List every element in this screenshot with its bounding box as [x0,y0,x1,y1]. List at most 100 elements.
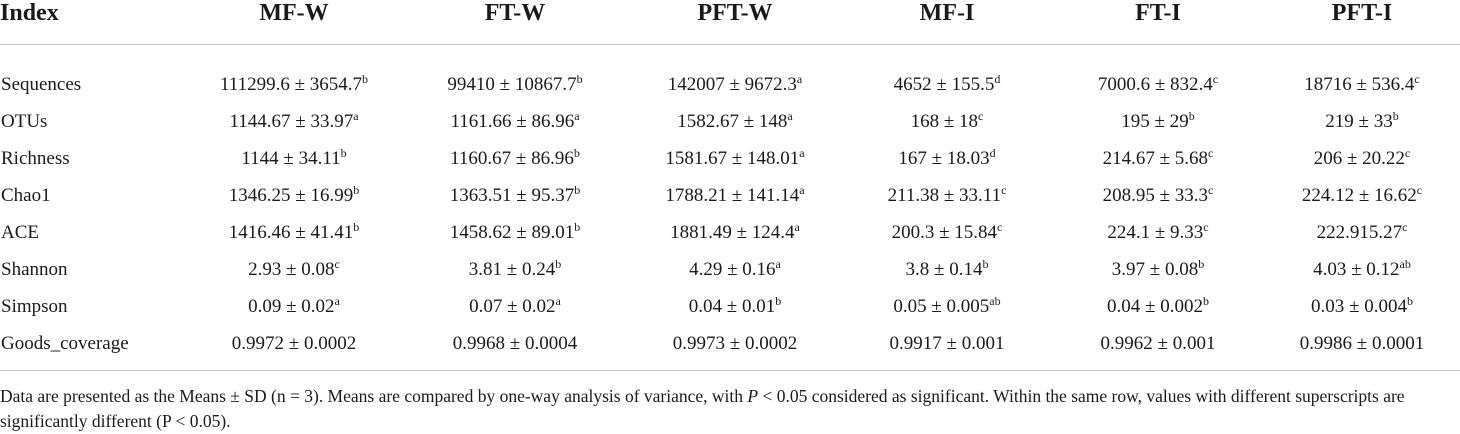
cell-ft-w: 3.81 ± 0.24b [402,251,628,288]
cell-value: 0.9972 ± 0.0002 [231,332,357,354]
cell-value: 0.9968 ± 0.0004 [452,332,578,354]
cell-mf-i: 168 ± 18c [842,103,1052,140]
cell-value: 208.95 ± 33.3 [1102,184,1209,206]
significance-superscript: c [1001,182,1007,197]
significance-superscript: b [1188,108,1195,123]
significance-superscript: b [576,71,583,86]
diversity-index-table: Index MF-W FT-W PFT-W MF-I FT-I PFT-I Se… [0,0,1460,371]
cell-value: 0.9986 ± 0.0001 [1299,332,1425,354]
header-mf-i: MF-I [919,0,975,26]
cell-value: 1144 ± 34.11 [241,147,341,169]
cell-mf-w: 1416.46 ± 41.41b [186,214,402,251]
header-mf-w: MF-W [259,0,329,26]
table-row: Goods_coverage 0.9972 ± 0.0002 0.9968 ± 0.… [0,325,1460,371]
significance-superscript: b [353,182,360,197]
cell-value: 222.915.27 [1316,221,1403,243]
cell-value: 142007 ± 9672.3 [667,73,797,95]
cell-value: 224.12 ± 16.62 [1301,184,1417,206]
cell-value: 1881.49 ± 124.4 [670,221,795,243]
significance-superscript: c [1402,219,1408,234]
cell-value: 1346.25 ± 16.99 [228,184,354,206]
cell-ft-i: 7000.6 ± 832.4c [1052,45,1264,104]
cell-mf-i: 0.9917 ± 0.001 [842,325,1052,371]
cell-ft-w: 0.9968 ± 0.0004 [402,325,628,371]
significance-superscript: ab [989,293,1001,308]
significance-superscript: b [362,71,369,86]
cell-pft-i: 224.12 ± 16.62c [1264,177,1460,214]
cell-value: 1160.67 ± 86.96 [450,147,574,169]
significance-superscript: b [353,219,360,234]
cell-ft-i: 214.67 ± 5.68c [1052,140,1264,177]
header-index: Index [0,0,59,26]
cell-ft-w: 1161.66 ± 86.96a [402,103,628,140]
header-pft-i: PFT-I [1331,0,1393,26]
cell-value: 0.04 ± 0.002 [1107,295,1203,317]
cell-value: 0.07 ± 0.02 [469,295,556,317]
table-row: Chao1 1346.25 ± 16.99b 1363.51 ± 95.37b 178… [0,177,1460,214]
significance-superscript: c [1404,145,1411,160]
cell-pft-i: 206 ± 20.22c [1264,140,1460,177]
significance-superscript: b [573,145,580,160]
cell-pft-w: 1788.21 ± 141.14a [628,177,842,214]
significance-superscript: b [1202,293,1209,308]
cell-value: 1581.67 ± 148.01 [665,147,800,169]
cell-value: 167 ± 18.03 [898,147,990,169]
cell-value: 1144.67 ± 33.97 [229,110,354,132]
significance-superscript: a [794,219,800,234]
cell-value: 168 ± 18 [910,110,979,132]
row-label: Shannon [1,258,68,280]
table-body: Sequences 111299.6 ± 3654.7b 99410 ± 10867… [0,45,1460,371]
cell-value: 7000.6 ± 832.4 [1097,73,1213,95]
cell-mf-i: 167 ± 18.03d [842,140,1052,177]
footnote-part1: Data are presented as the Means ± SD (n … [0,386,748,406]
cell-pft-w: 1881.49 ± 124.4a [628,214,842,251]
cell-value: 0.9917 ± 0.001 [889,332,1005,354]
cell-value: 195 ± 29 [1121,110,1189,132]
table-row: Richness 1144 ± 34.11b 1160.67 ± 86.96b 158… [0,140,1460,177]
significance-superscript: b [555,256,562,271]
cell-pft-i: 219 ± 33b [1264,103,1460,140]
significance-superscript: c [1414,71,1420,86]
cell-value: 3.81 ± 0.24 [468,258,556,280]
cell-mf-w: 1144 ± 34.11b [186,140,402,177]
cell-ft-i: 195 ± 29b [1052,103,1264,140]
cell-value: 0.9962 ± 0.001 [1100,332,1216,354]
cell-value: 4652 ± 155.5 [893,73,995,95]
cell-ft-w: 0.07 ± 0.02a [402,288,628,325]
cell-value: 0.05 ± 0.005 [893,295,990,317]
row-label: Simpson [1,295,68,317]
significance-superscript: a [353,108,359,123]
significance-superscript: b [1406,293,1413,308]
table-row: Shannon 2.93 ± 0.08c 3.81 ± 0.24b 4.29 ± 0.… [0,251,1460,288]
cell-value: 224.1 ± 9.33 [1107,221,1204,243]
header-ft-i: FT-I [1135,0,1181,26]
cell-value: 1582.67 ± 148 [677,110,788,132]
cell-pft-w: 142007 ± 9672.3a [628,45,842,104]
table-footnote: Data are presented as the Means ± SD (n … [0,384,1460,434]
cell-ft-i: 0.04 ± 0.002b [1052,288,1264,325]
significance-superscript: a [799,182,805,197]
row-label: Chao1 [1,184,51,206]
cell-value: 3.97 ± 0.08 [1111,258,1199,280]
cell-mf-w: 111299.6 ± 3654.7b [186,45,402,104]
significance-superscript: c [1208,145,1214,160]
cell-value: 1458.62 ± 89.01 [449,221,575,243]
significance-superscript: a [799,145,805,160]
cell-value: 1161.66 ± 86.96 [450,110,575,132]
table-row: Simpson 0.09 ± 0.02a 0.07 ± 0.02a 0.04 ± 0.… [0,288,1460,325]
significance-superscript: a [775,256,781,271]
cell-mf-i: 200.3 ± 15.84c [842,214,1052,251]
significance-superscript: d [989,145,996,160]
row-label: ACE [1,221,39,243]
significance-superscript: b [574,182,581,197]
cell-mf-i: 0.05 ± 0.005ab [842,288,1052,325]
cell-pft-w: 0.04 ± 0.01b [628,288,842,325]
cell-value: 1363.51 ± 95.37 [449,184,575,206]
significance-superscript: b [1198,256,1205,271]
header-ft-w: FT-W [484,0,546,26]
cell-value: 111299.6 ± 3654.7 [219,73,363,95]
table-row: Sequences 111299.6 ± 3654.7b 99410 ± 10867… [0,45,1460,104]
cell-ft-i: 3.97 ± 0.08b [1052,251,1264,288]
cell-mf-w: 2.93 ± 0.08c [186,251,402,288]
